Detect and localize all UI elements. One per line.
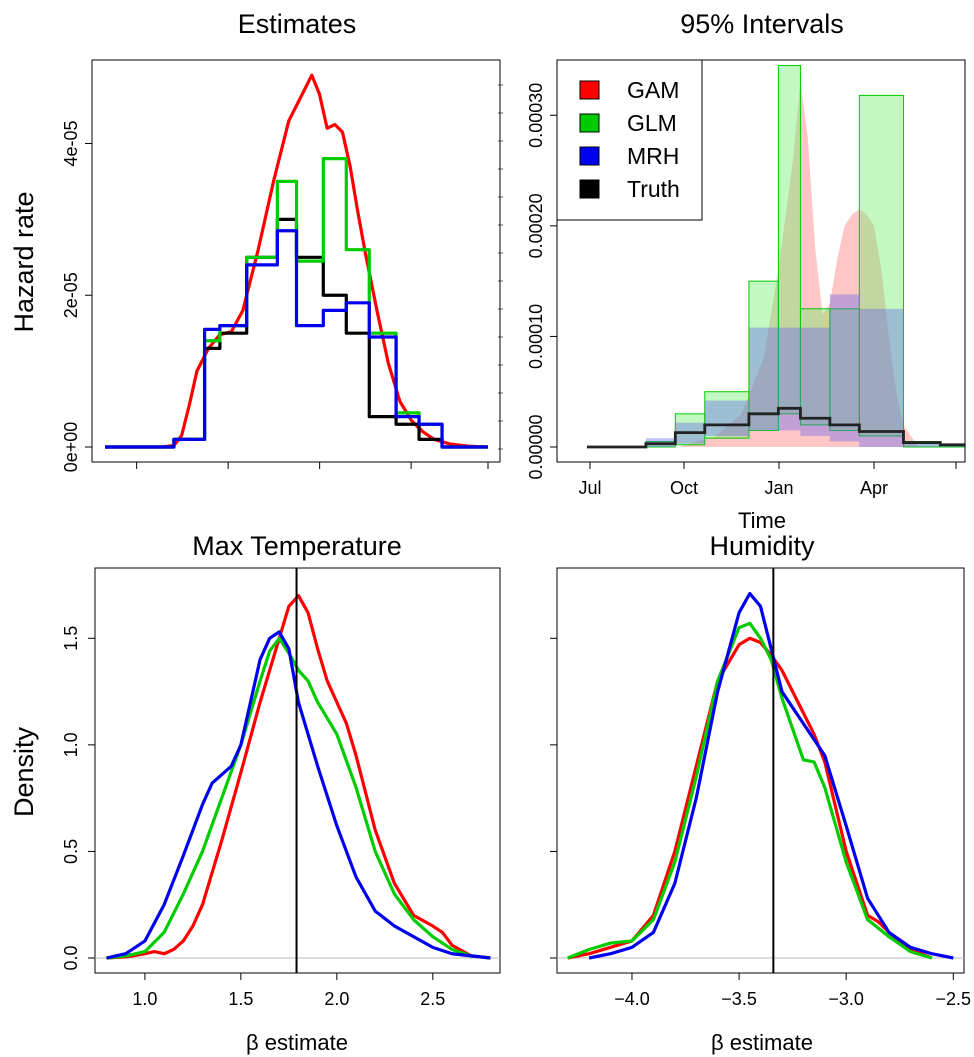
xtick-label: 1.5 — [228, 989, 253, 1009]
series-mrh-line — [105, 229, 488, 449]
ytick-label: 0.00020 — [526, 193, 546, 258]
legend-swatch-gam — [579, 80, 600, 100]
title-estimates: Estimates — [238, 9, 357, 39]
plot-frame-intervals — [556, 59, 966, 463]
plot-frame-humidity — [556, 567, 965, 974]
band-glm-segment — [777, 65, 801, 415]
band-glm-segment — [829, 308, 860, 431]
ytick-label: 2e-05 — [61, 272, 81, 318]
ytick-label: 0.0 — [61, 945, 81, 970]
panel-intervals: 95% Intervals Time 0.00000 0.00010 0.00020… — [526, 9, 966, 533]
ytick-label: 0.5 — [61, 839, 81, 864]
xtick-label: 2.0 — [324, 989, 349, 1009]
band-mrh-segment — [903, 441, 941, 447]
xtick-label: −4.0 — [614, 989, 650, 1009]
band-mrh-segment — [859, 308, 904, 447]
series-mrh-density — [588, 591, 954, 960]
band-mrh-segment — [800, 327, 830, 436]
title-humidity: Humidity — [709, 531, 815, 561]
xlabel-time: Time — [738, 508, 786, 533]
xlabel-beta-estimate-1: β estimate — [246, 1030, 348, 1055]
legend-label-glm: GLM — [627, 110, 677, 136]
xtick-label-jan: Jan — [764, 478, 793, 498]
xlabel-beta-estimate-2: β estimate — [711, 1030, 813, 1055]
title-intervals: 95% Intervals — [680, 9, 844, 39]
ytick-label: 4e-05 — [61, 120, 81, 166]
title-max-temperature: Max Temperature — [192, 531, 402, 561]
xtick-label: −3.0 — [828, 989, 864, 1009]
xtick-label: −2.5 — [936, 989, 972, 1009]
ytick-label: 0e+00 — [61, 422, 81, 473]
panel-max-temperature: Max Temperature Density β estimate 0.0 0.… — [9, 531, 501, 1055]
series-truth-line — [587, 406, 965, 449]
series-gam-density — [567, 636, 933, 960]
ylabel-density: Density — [9, 726, 39, 817]
series-glm-line — [105, 157, 488, 449]
band-glm-segment — [674, 413, 706, 446]
band-mrh-segment — [829, 294, 860, 442]
ytick-label: 0.00000 — [526, 414, 546, 479]
ytick-label: 0.00030 — [526, 83, 546, 148]
ytick-label: 1.0 — [61, 732, 81, 757]
xtick-label-apr: Apr — [860, 478, 888, 498]
ylabel-hazard-rate: Hazard rate — [9, 191, 39, 332]
panel-humidity: Humidity β estimate −4.0 −3.5 −3.0 −2.5 — [550, 531, 971, 1055]
legend: GAM GLM MRH Truth — [556, 59, 703, 221]
xtick-label-oct: Oct — [670, 478, 698, 498]
series-glm-density — [106, 636, 491, 960]
legend-swatch-mrh — [579, 146, 600, 166]
legend-label-gam: GAM — [627, 77, 679, 103]
band-glm-segment — [858, 94, 904, 437]
legend-label-truth: Truth — [627, 176, 680, 202]
legend-swatch-glm — [579, 113, 600, 133]
legend-label-mrh: MRH — [627, 143, 679, 169]
xtick-label: 2.5 — [420, 989, 445, 1009]
xtick-label: 1.0 — [132, 989, 157, 1009]
xtick-label-jul: Jul — [578, 478, 601, 498]
series-truth-line — [105, 217, 488, 449]
series-mrh-density — [106, 630, 491, 960]
series-gam-density — [106, 594, 491, 960]
legend-swatch-truth — [579, 179, 600, 199]
ytick-label: 0.00010 — [526, 304, 546, 369]
ytick-label: 1.5 — [61, 626, 81, 651]
band-glm-segment — [799, 308, 831, 426]
xtick-label: −3.5 — [721, 989, 757, 1009]
panel-estimates: Estimates Hazard rate 0e+00 2e-05 4e-05 — [9, 9, 503, 472]
series-glm-density — [567, 621, 933, 960]
plot-frame-estimates — [91, 59, 501, 463]
band-mrh-segment — [704, 400, 749, 436]
series-gam-line — [105, 73, 489, 449]
band-gam — [679, 82, 933, 447]
